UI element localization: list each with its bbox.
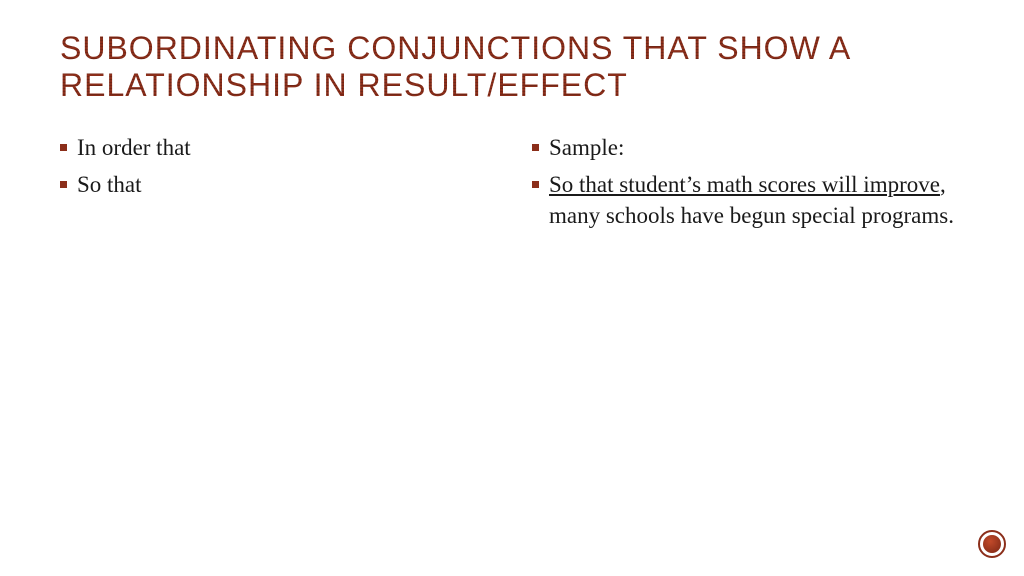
bullet-icon <box>60 181 67 188</box>
content-columns: In order that So that Sample: So that st… <box>60 132 964 237</box>
list-item: In order that <box>60 132 492 163</box>
list-item: So that student’s math scores will impro… <box>532 169 964 231</box>
list-item-text: So that <box>77 169 142 200</box>
list-item: Sample: <box>532 132 964 163</box>
list-item: So that <box>60 169 492 200</box>
right-column: Sample: So that student’s math scores wi… <box>532 132 964 237</box>
list-item-text: In order that <box>77 132 191 163</box>
sample-sentence: So that student’s math scores will impro… <box>549 169 964 231</box>
bullet-icon <box>532 144 539 151</box>
slide-title: SUBORDINATING CONJUNCTIONS THAT SHOW A R… <box>60 30 964 104</box>
left-column: In order that So that <box>60 132 492 237</box>
underlined-clause: So that student’s math scores will impro… <box>549 172 940 197</box>
corner-badge-icon <box>978 530 1006 558</box>
bullet-icon <box>532 181 539 188</box>
slide: SUBORDINATING CONJUNCTIONS THAT SHOW A R… <box>0 0 1024 576</box>
list-item-text: Sample: <box>549 132 624 163</box>
bullet-icon <box>60 144 67 151</box>
